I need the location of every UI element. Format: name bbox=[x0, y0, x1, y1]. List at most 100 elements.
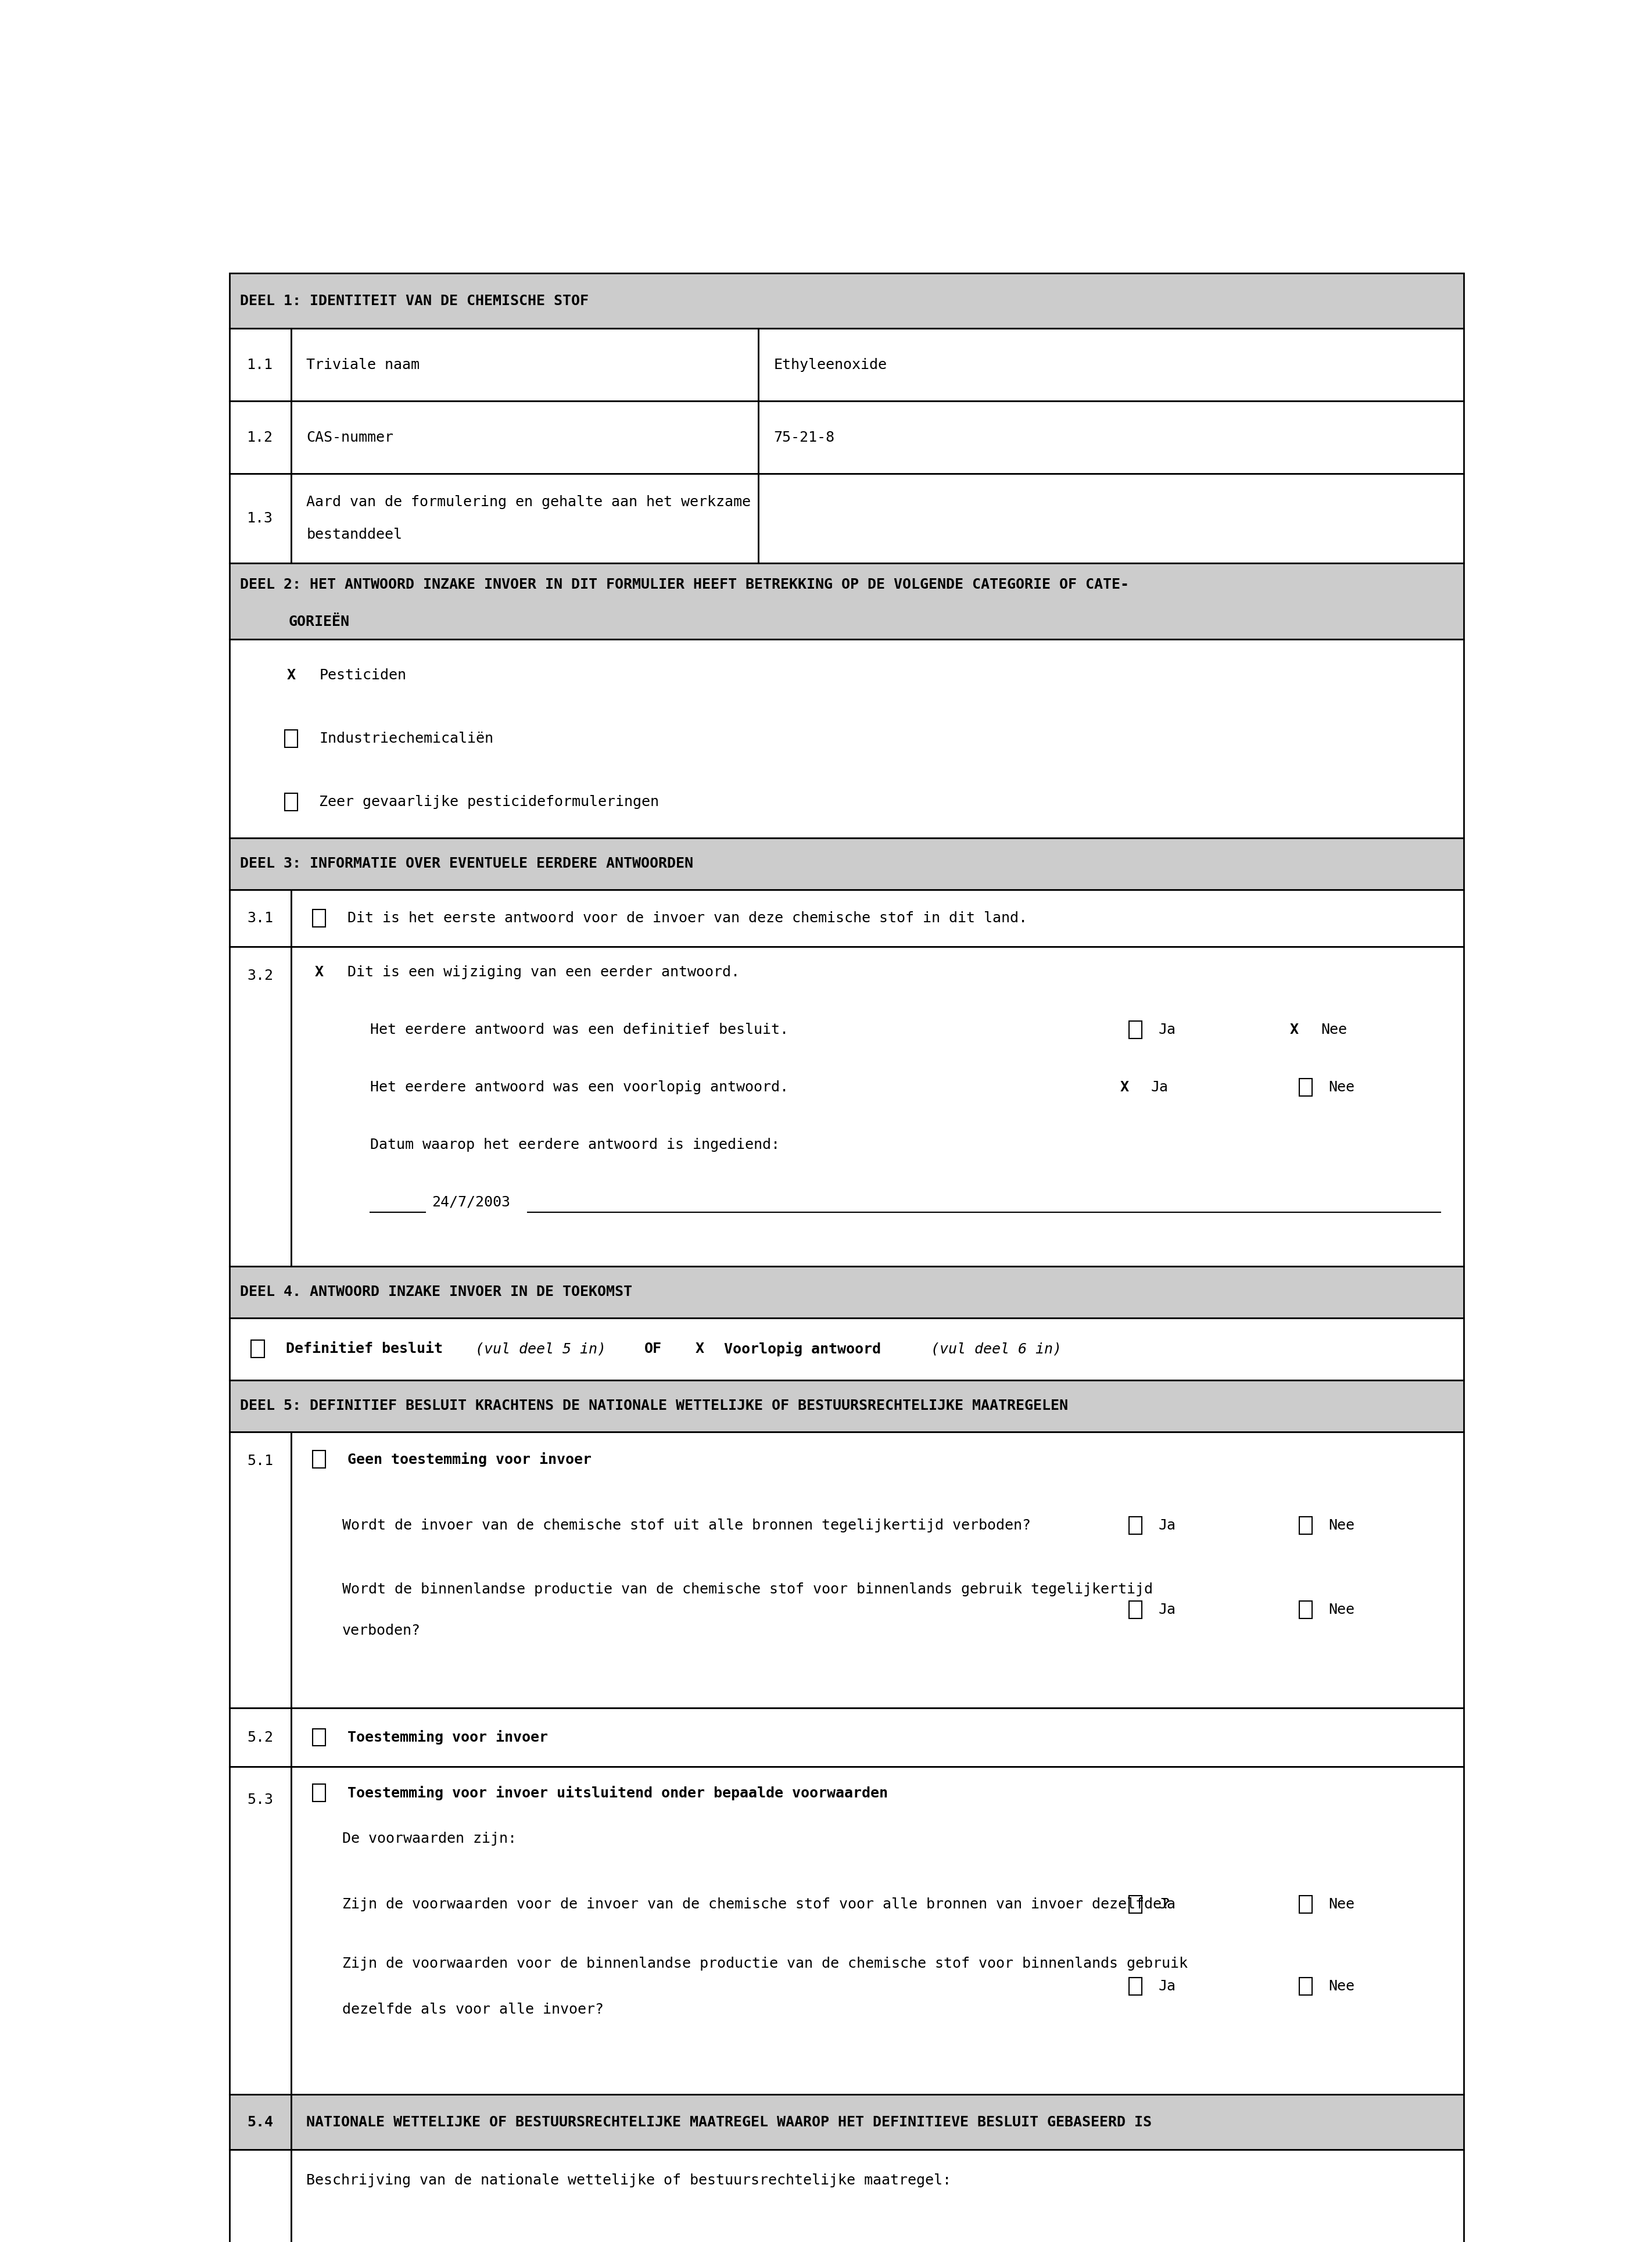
Bar bbox=[1298, 1518, 1312, 1534]
Bar bbox=[230, 401, 291, 473]
Text: X: X bbox=[287, 668, 296, 682]
Text: 3.1: 3.1 bbox=[248, 910, 273, 926]
Text: verboden?: verboden? bbox=[342, 1623, 421, 1637]
Text: Nee: Nee bbox=[1328, 1980, 1355, 1993]
Text: Datum waarop het eerdere antwoord is ingediend:: Datum waarop het eerdere antwoord is ing… bbox=[370, 1137, 780, 1152]
Bar bbox=[230, 1318, 1464, 1379]
Bar bbox=[1128, 1977, 1142, 1995]
Text: Beschrijving van de nationale wettelijke of bestuursrechtelijke maatregel:: Beschrijving van de nationale wettelijke… bbox=[306, 2175, 952, 2188]
Bar bbox=[230, 563, 1464, 639]
Text: Pesticiden: Pesticiden bbox=[319, 668, 406, 682]
Text: Ja: Ja bbox=[1151, 1081, 1168, 1094]
Text: DEEL 5: DEFINITIEF BESLUIT KRACHTENS DE NATIONALE WETTELIJKE OF BESTUURSRECHTELI: DEEL 5: DEFINITIEF BESLUIT KRACHTENS DE … bbox=[240, 1399, 1067, 1412]
Bar bbox=[230, 330, 291, 401]
Text: DEEL 4. ANTWOORD INZAKE INVOER IN DE TOEKOMST: DEEL 4. ANTWOORD INZAKE INVOER IN DE TOE… bbox=[240, 1285, 633, 1298]
Text: NATIONALE WETTELIJKE OF BESTUURSRECHTELIJKE MAATREGEL WAAROP HET DEFINITIEVE BES: NATIONALE WETTELIJKE OF BESTUURSRECHTELI… bbox=[306, 2114, 1151, 2130]
Text: Nee: Nee bbox=[1322, 1022, 1346, 1036]
Text: X: X bbox=[316, 966, 324, 980]
Bar bbox=[758, 473, 1464, 563]
Text: Dit is een wijziging van een eerder antwoord.: Dit is een wijziging van een eerder antw… bbox=[347, 966, 740, 980]
Text: Ja: Ja bbox=[1158, 1603, 1176, 1616]
Text: Definitief besluit: Definitief besluit bbox=[286, 1343, 443, 1356]
Bar bbox=[291, 1767, 1464, 2094]
Text: 1.3: 1.3 bbox=[248, 511, 273, 525]
Bar bbox=[230, 1433, 291, 1708]
Bar bbox=[230, 473, 291, 563]
Text: X: X bbox=[695, 1343, 704, 1356]
Bar bbox=[291, 401, 758, 473]
Text: Ethyleenoxide: Ethyleenoxide bbox=[773, 359, 887, 372]
Bar bbox=[291, 946, 1464, 1267]
Bar bbox=[291, 2150, 1464, 2242]
Text: Triviale naam: Triviale naam bbox=[306, 359, 420, 372]
Text: 1.2: 1.2 bbox=[248, 430, 273, 444]
Bar bbox=[230, 1708, 291, 1767]
Text: 75-21-8: 75-21-8 bbox=[773, 430, 834, 444]
Bar bbox=[1298, 1897, 1312, 1912]
Bar bbox=[312, 1785, 325, 1803]
Text: X: X bbox=[1120, 1081, 1128, 1094]
Text: 1.1: 1.1 bbox=[248, 359, 273, 372]
Text: Nee: Nee bbox=[1328, 1518, 1355, 1534]
Bar bbox=[230, 2094, 291, 2150]
Bar bbox=[1298, 1977, 1312, 1995]
Bar bbox=[230, 639, 1464, 839]
Bar bbox=[312, 1451, 325, 1469]
Text: OF: OF bbox=[644, 1343, 662, 1356]
Text: Dit is het eerste antwoord voor de invoer van deze chemische stof in dit land.: Dit is het eerste antwoord voor de invoe… bbox=[347, 910, 1028, 926]
Text: Het eerdere antwoord was een definitief besluit.: Het eerdere antwoord was een definitief … bbox=[370, 1022, 788, 1036]
Bar bbox=[230, 1767, 291, 2094]
Bar bbox=[1298, 1078, 1312, 1096]
Text: 24/7/2003: 24/7/2003 bbox=[431, 1195, 510, 1208]
Bar bbox=[251, 1341, 264, 1356]
Text: Toestemming voor invoer: Toestemming voor invoer bbox=[347, 1731, 548, 1744]
Text: 5.3: 5.3 bbox=[248, 1794, 273, 1807]
Text: (vul deel 5 in): (vul deel 5 in) bbox=[476, 1343, 606, 1356]
Text: Ja: Ja bbox=[1158, 1022, 1176, 1036]
Bar bbox=[230, 2150, 291, 2242]
Text: Wordt de invoer van de chemische stof uit alle bronnen tegelijkertijd verboden?: Wordt de invoer van de chemische stof ui… bbox=[342, 1518, 1031, 1534]
Bar bbox=[230, 274, 1464, 330]
Text: 5.2: 5.2 bbox=[248, 1731, 273, 1744]
Bar bbox=[230, 839, 1464, 890]
Bar bbox=[1128, 1897, 1142, 1912]
Text: Nee: Nee bbox=[1328, 1081, 1355, 1094]
Text: Zijn de voorwaarden voor de invoer van de chemische stof voor alle bronnen van i: Zijn de voorwaarden voor de invoer van d… bbox=[342, 1897, 1170, 1912]
Text: Zeer gevaarlijke pesticideformuleringen: Zeer gevaarlijke pesticideformuleringen bbox=[319, 796, 659, 809]
Text: 5.1: 5.1 bbox=[248, 1453, 273, 1469]
Bar bbox=[1128, 1020, 1142, 1038]
Bar bbox=[291, 473, 758, 563]
Text: DEEL 3: INFORMATIE OVER EVENTUELE EERDERE ANTWOORDEN: DEEL 3: INFORMATIE OVER EVENTUELE EERDER… bbox=[240, 856, 694, 870]
Text: Industriechemicaliën: Industriechemicaliën bbox=[319, 731, 494, 747]
Text: dezelfde als voor alle invoer?: dezelfde als voor alle invoer? bbox=[342, 2002, 603, 2016]
Text: (vul deel 6 in): (vul deel 6 in) bbox=[932, 1343, 1062, 1356]
Text: bestanddeel: bestanddeel bbox=[306, 527, 401, 543]
Bar bbox=[284, 731, 297, 747]
Bar bbox=[291, 1433, 1464, 1708]
Bar bbox=[312, 910, 325, 926]
Text: 5.4: 5.4 bbox=[248, 2114, 273, 2130]
Text: De voorwaarden zijn:: De voorwaarden zijn: bbox=[342, 1832, 517, 1845]
Bar bbox=[291, 330, 758, 401]
Text: DEEL 1: IDENTITEIT VAN DE CHEMISCHE STOF: DEEL 1: IDENTITEIT VAN DE CHEMISCHE STOF bbox=[240, 294, 588, 307]
Text: Ja: Ja bbox=[1158, 1518, 1176, 1534]
Bar bbox=[284, 794, 297, 812]
Text: Het eerdere antwoord was een voorlopig antwoord.: Het eerdere antwoord was een voorlopig a… bbox=[370, 1081, 788, 1094]
Bar bbox=[291, 890, 1464, 946]
Text: 3.2: 3.2 bbox=[248, 969, 273, 982]
Bar bbox=[312, 1729, 325, 1747]
Bar bbox=[1128, 1518, 1142, 1534]
Bar bbox=[230, 1379, 1464, 1433]
Bar bbox=[230, 946, 291, 1267]
Text: Zijn de voorwaarden voor de binnenlandse productie van de chemische stof voor bi: Zijn de voorwaarden voor de binnenlandse… bbox=[342, 1957, 1188, 1971]
Bar bbox=[230, 1267, 1464, 1318]
Bar bbox=[291, 2094, 1464, 2150]
Text: Ja: Ja bbox=[1158, 1980, 1176, 1993]
Text: CAS-nummer: CAS-nummer bbox=[306, 430, 393, 444]
Text: Ja: Ja bbox=[1158, 1897, 1176, 1912]
Text: Voorlopig antwoord: Voorlopig antwoord bbox=[724, 1341, 881, 1356]
Text: Wordt de binnenlandse productie van de chemische stof voor binnenlands gebruik t: Wordt de binnenlandse productie van de c… bbox=[342, 1583, 1153, 1596]
Bar bbox=[1298, 1601, 1312, 1619]
Text: GORIEËN: GORIEËN bbox=[289, 614, 350, 628]
Text: Toestemming voor invoer uitsluitend onder bepaalde voorwaarden: Toestemming voor invoer uitsluitend onde… bbox=[347, 1785, 887, 1800]
